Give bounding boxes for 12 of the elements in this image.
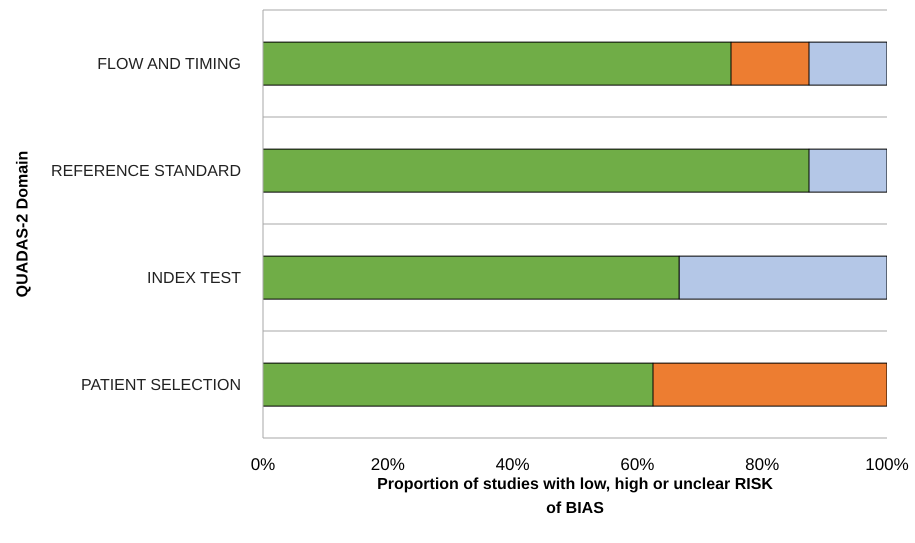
y-tick-label: INDEX TEST (147, 270, 242, 288)
x-tick-label: 40% (496, 455, 530, 474)
x-tick-label: 0% (250, 455, 276, 474)
y-tick-label: PATIENT SELECTION (80, 377, 241, 394)
y-tick-label: REFERENCE STANDARD (51, 163, 241, 180)
x-tick-label: 20% (370, 455, 405, 474)
y-axis-title: QUADAS-2 Domain (14, 150, 32, 298)
x-tick-label: 60% (620, 455, 654, 474)
y-tick-label: FLOW AND TIMING (97, 56, 241, 74)
x-tick-label: 100% (865, 455, 909, 474)
x-tick-label: 80% (745, 455, 780, 474)
x-axis-title: Proportion of studies with low, high or unclear RISK of BIAS (376, 475, 774, 519)
